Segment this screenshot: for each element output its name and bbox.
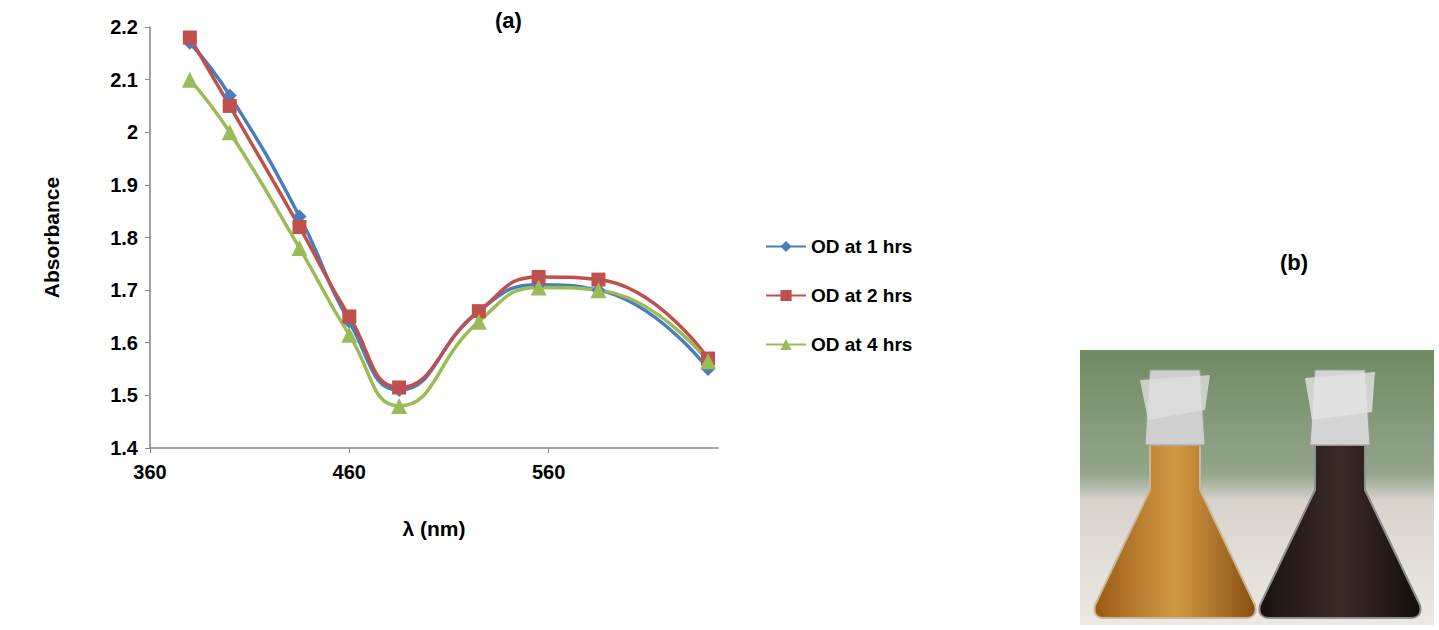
svg-text:(a): (a) — [495, 8, 522, 33]
svg-text:2.1: 2.1 — [110, 69, 138, 91]
svg-text:1.7: 1.7 — [110, 279, 138, 301]
svg-text:1.5: 1.5 — [110, 384, 138, 406]
svg-text:1.6: 1.6 — [110, 332, 138, 354]
svg-text:2: 2 — [127, 121, 138, 143]
svg-text:OD at 2 hrs: OD at 2 hrs — [811, 285, 912, 306]
html-text:(b): (b) — [1280, 250, 1309, 275]
svg-text:460: 460 — [333, 461, 366, 483]
svg-text:λ (nm): λ (nm) — [403, 517, 466, 540]
svg-text:2.2: 2.2 — [110, 16, 138, 38]
svg-text:Absorbance: Absorbance — [40, 177, 63, 298]
svg-text:560: 560 — [532, 461, 565, 483]
svg-text:OD at 1 hrs: OD at 1 hrs — [811, 236, 912, 257]
svg-text:1.4: 1.4 — [110, 437, 139, 459]
svg-text:1.9: 1.9 — [110, 174, 138, 196]
svg-text:360: 360 — [133, 461, 166, 483]
svg-text:OD at 4 hrs: OD at 4 hrs — [811, 334, 912, 355]
svg-text:1.8: 1.8 — [110, 227, 138, 249]
